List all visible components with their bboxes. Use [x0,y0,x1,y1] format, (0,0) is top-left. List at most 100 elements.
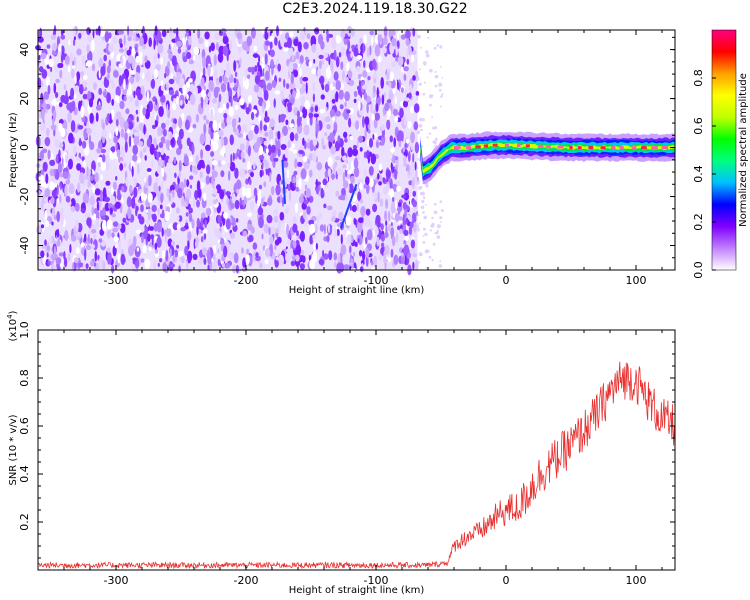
noise-speckle [86,127,92,135]
noise-speckle [99,228,105,236]
noise-speckle [357,191,362,202]
noise-speckle [333,252,338,261]
noise-speckle [194,189,199,201]
noise-speckle [372,85,376,94]
noise-speckle [391,30,396,36]
noise-speckle [386,72,390,80]
noise-speckle [111,146,116,153]
noise-speckle [354,167,360,178]
noise-speckle [176,95,179,105]
noise-speckle [420,205,425,210]
x-tick-label: -300 [104,574,129,587]
noise-speckle [362,115,365,128]
noise-speckle [232,264,237,274]
noise-speckle [247,130,254,141]
noise-speckle [156,236,162,248]
noise-speckle [228,170,231,181]
noise-speckle [419,46,422,49]
noise-speckle [335,156,341,161]
noise-speckle [340,46,346,56]
noise-speckle [106,229,112,239]
noise-speckle [120,253,126,266]
noise-speckle [151,192,157,198]
noise-speckle [434,71,437,73]
noise-speckle [350,175,355,184]
noise-speckle [55,78,60,84]
noise-speckle [324,116,331,123]
spectrogram-y-label: Frequency (Hz) [8,112,19,188]
noise-speckle [428,94,433,99]
noise-speckle [168,78,175,85]
noise-speckle [60,215,64,226]
noise-speckle [92,29,95,39]
noise-speckle [384,231,389,238]
noise-speckle [389,188,395,199]
noise-speckle [40,224,45,229]
noise-speckle [81,55,86,65]
noise-speckle [158,106,164,117]
noise-speckle [438,89,442,92]
noise-speckle [252,53,259,58]
noise-speckle [74,202,80,212]
noise-speckle [422,241,426,244]
noise-speckle [390,147,396,153]
noise-speckle [312,241,316,250]
noise-speckle [338,52,342,58]
noise-speckle [234,71,238,78]
noise-speckle [370,153,377,165]
noise-speckle [278,77,282,83]
colorbar-tick-label: 0.8 [692,69,705,87]
noise-speckle [161,29,167,38]
noise-speckle [293,69,299,78]
noise-speckle [425,53,430,58]
noise-speckle [179,77,185,86]
noise-speckle [380,223,384,230]
noise-speckle [207,264,210,271]
noise-speckle [166,103,169,116]
y-tick-label: 0.6 [18,417,31,435]
noise-speckle [364,37,368,43]
noise-speckle [76,182,81,193]
noise-speckle [271,79,277,89]
noise-speckle [287,140,292,149]
noise-speckle [186,250,193,262]
noise-speckle [412,190,417,197]
noise-speckle [67,65,71,73]
noise-speckle [433,210,438,215]
noise-speckle [302,76,309,82]
noise-speckle [212,139,219,152]
signal-track [420,131,675,185]
noise-speckle [251,111,255,121]
noise-speckle [94,188,101,196]
noise-speckle [54,65,59,72]
noise-speckle [220,170,225,178]
noise-speckle [176,126,180,132]
noise-speckle [390,248,394,258]
noise-speckle [41,69,48,79]
noise-speckle [329,109,336,118]
noise-speckle [41,200,44,211]
noise-speckle [425,266,427,269]
noise-speckle [325,106,328,113]
noise-speckle [233,127,236,133]
noise-speckle [303,42,309,50]
noise-speckle [439,105,442,108]
noise-speckle [310,106,314,113]
noise-speckle [173,118,178,125]
noise-speckle [95,112,99,122]
noise-speckle [84,248,87,261]
noise-speckle [296,110,300,119]
noise-speckle [125,176,129,187]
noise-speckle [331,216,336,222]
noise-speckle [376,141,379,148]
noise-speckle [140,258,145,263]
noise-speckle [142,107,147,116]
noise-speckle [403,192,410,201]
noise-speckle [295,51,300,60]
noise-speckle [139,36,144,47]
signal-peak [600,146,606,150]
noise-speckle [248,178,252,186]
noise-speckle [303,162,310,170]
noise-speckle [115,127,119,137]
noise-speckle [259,169,263,178]
